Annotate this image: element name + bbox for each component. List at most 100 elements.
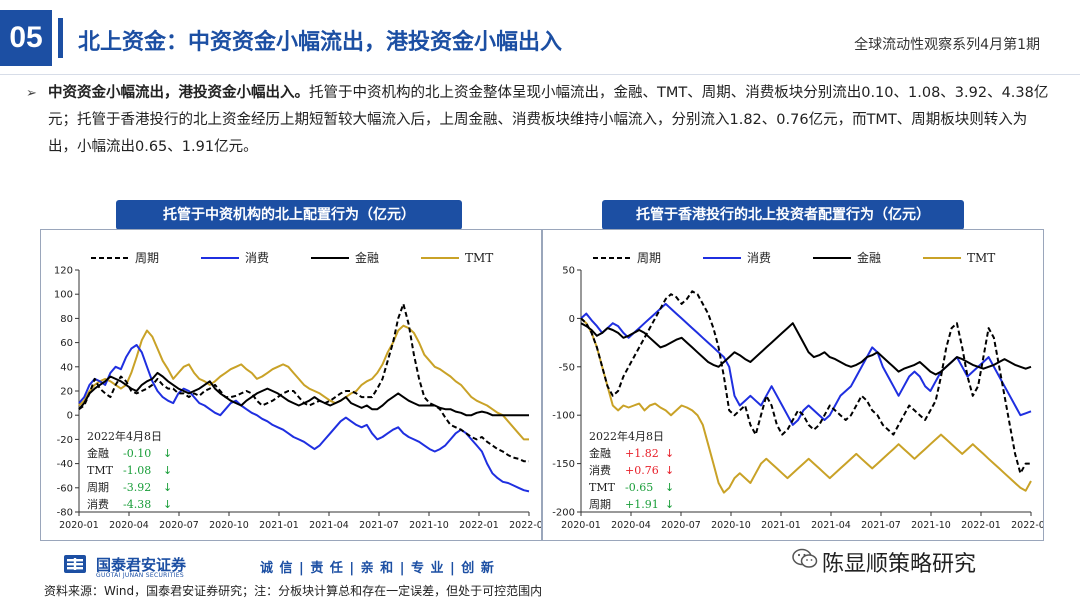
legend-label-TMT: TMT — [967, 251, 995, 265]
annotation-arrow-icon: ↓ — [163, 481, 172, 494]
y-tick-label: 80 — [60, 314, 73, 325]
x-tick-label: 2021-04 — [811, 520, 851, 531]
chart-1-title: 托管于中资机构的北上配置行为（亿元） — [116, 200, 462, 230]
annotation-arrow-icon: ↓ — [665, 481, 674, 494]
x-tick-label: 2020-04 — [611, 520, 651, 531]
series-line-TMT — [580, 317, 1032, 494]
series-line-消费 — [78, 344, 530, 493]
annotation-date: 2022年4月8日 — [589, 429, 664, 443]
annotation-value: -0.10 — [123, 447, 151, 460]
y-tick-label: 120 — [54, 266, 73, 277]
y-tick-label: -80 — [57, 508, 73, 519]
summary-text: 中资资金小幅流出，港投资金小幅出入。托管于中资机构的北上资金整体呈现小幅流出，金… — [26, 80, 1056, 161]
annotation-arrow-icon: ↓ — [665, 464, 674, 477]
title-accent-bar — [58, 18, 63, 58]
y-tick-label: 100 — [54, 290, 73, 301]
x-tick-label: 2021-01 — [761, 520, 801, 531]
annotation-value: -3.92 — [123, 481, 151, 494]
legend-label-TMT: TMT — [465, 251, 493, 265]
annotation-value: +0.76 — [625, 464, 659, 477]
y-tick-label: -200 — [552, 508, 575, 519]
source-note: 资料来源：Wind，国泰君安证券研究；注：分板块计算总和存在一定误差，但处于可控… — [44, 584, 543, 598]
annotation-arrow-icon: ↓ — [163, 498, 172, 511]
chart-2-title: 托管于香港投行的北上投资者配置行为（亿元） — [602, 200, 964, 230]
y-tick-label: -60 — [57, 483, 73, 494]
footer-brand: 国泰君安证券 — [96, 556, 187, 574]
series-tag: 全球流动性观察系列4月第1期 — [854, 37, 1040, 53]
x-tick-label: 2021-07 — [861, 520, 901, 531]
annotation-label: 周期 — [87, 481, 109, 494]
x-tick-label: 2022-01 — [459, 520, 499, 531]
y-tick-label: -50 — [559, 362, 575, 373]
y-tick-label: 40 — [60, 362, 73, 373]
x-tick-label: 2022-04 — [509, 520, 541, 531]
y-tick-label: 20 — [60, 387, 73, 398]
annotation-value: +1.91 — [625, 498, 659, 511]
annotation-label: 消费 — [589, 463, 611, 477]
series-line-周期 — [580, 290, 1031, 475]
x-tick-label: 2020-10 — [209, 520, 249, 531]
x-tick-label: 2020-10 — [711, 520, 751, 531]
y-tick-label: -20 — [57, 435, 73, 446]
y-tick-label: -100 — [552, 411, 575, 422]
chart-2-panel: 50 0 -50 -100 -150 -200 2020-01 2020-04 2020-07 2… — [542, 229, 1051, 541]
legend-label-消费: 消费 — [747, 251, 771, 265]
legend-label-周期: 周期 — [135, 251, 159, 265]
x-tick-label: 2020-07 — [661, 520, 701, 531]
annotation-arrow-icon: ↓ — [665, 447, 674, 460]
x-tick-label: 2022-01 — [961, 520, 1001, 531]
x-tick-label: 2021-04 — [309, 520, 349, 531]
chart-1-panel: 120 100 80 60 40 20 0 -20 -40 -60 -80 2020-01 2020-0… — [40, 229, 549, 541]
section-number: 05 — [0, 10, 52, 66]
y-tick-label: 0 — [67, 411, 73, 422]
annotation-label: TMT — [589, 481, 616, 494]
y-tick-label: -40 — [57, 459, 73, 470]
annotation-label: 消费 — [87, 497, 109, 511]
annotation-arrow-icon: ↓ — [163, 447, 172, 460]
x-tick-label: 2021-07 — [359, 520, 399, 531]
x-tick-label: 2020-07 — [159, 520, 199, 531]
y-tick-label: 50 — [562, 266, 575, 277]
annotation-label: 金融 — [87, 446, 109, 460]
brand-logo-icon — [64, 555, 86, 573]
bullet-arrow-icon: ➢ — [26, 86, 37, 101]
legend-label-金融: 金融 — [857, 250, 881, 265]
y-tick-label: 60 — [60, 338, 73, 349]
y-tick-label: 0 — [569, 314, 575, 325]
annotation-value: -0.65 — [625, 481, 653, 494]
x-tick-label: 2021-01 — [259, 520, 299, 531]
x-tick-label: 2021-10 — [409, 520, 449, 531]
series-line-金融 — [78, 371, 529, 417]
x-tick-label: 2020-04 — [109, 520, 149, 531]
legend-label-周期: 周期 — [637, 251, 661, 265]
annotation-value: -1.08 — [123, 464, 151, 477]
x-tick-label: 2020-01 — [561, 520, 601, 531]
annotation-arrow-icon: ↓ — [665, 498, 674, 511]
annotation-label: 金融 — [589, 446, 611, 460]
wechat-icon — [792, 548, 818, 568]
x-tick-label: 2021-10 — [911, 520, 951, 531]
page-title: 北上资金：中资资金小幅流出，港投资金小幅出入 — [78, 30, 563, 55]
annotation-value: +1.82 — [625, 447, 659, 460]
page-header: 05 北上资金：中资资金小幅流出，港投资金小幅出入 全球流动性观察系列4月第1期 — [0, 0, 1080, 76]
summary-body: 托管于中资机构的北上资金整体呈现小幅流出，金融、TMT、周期、消费板块分别流出0… — [48, 85, 1049, 155]
series-line-TMT — [78, 324, 529, 441]
wechat-account-name: 陈显顺策略研究 — [822, 552, 977, 577]
legend-label-金融: 金融 — [355, 250, 379, 265]
footer-brand-en: GUOTAI JUNAN SECURITIES — [96, 572, 184, 579]
y-tick-label: -150 — [552, 459, 575, 470]
annotation-value: -4.38 — [123, 498, 151, 511]
summary-bold: 中资资金小幅流出，港投资金小幅出入。 — [48, 85, 309, 101]
annotation-label: TMT — [87, 464, 114, 477]
annotation-date: 2022年4月8日 — [87, 429, 162, 443]
header-divider — [0, 74, 1080, 75]
legend-label-消费: 消费 — [245, 251, 269, 265]
x-tick-label: 2020-01 — [59, 520, 99, 531]
series-line-金融 — [580, 322, 1032, 376]
x-tick-label: 2022-04 — [1011, 520, 1043, 531]
footer-values: 诚 信 | 责 任 | 亲 和 | 专 业 | 创 新 — [260, 561, 495, 576]
summary-bullet: ➢ 中资资金小幅流出，港投资金小幅出入。托管于中资机构的北上资金整体呈现小幅流出… — [26, 80, 1056, 161]
annotation-arrow-icon: ↓ — [163, 464, 172, 477]
